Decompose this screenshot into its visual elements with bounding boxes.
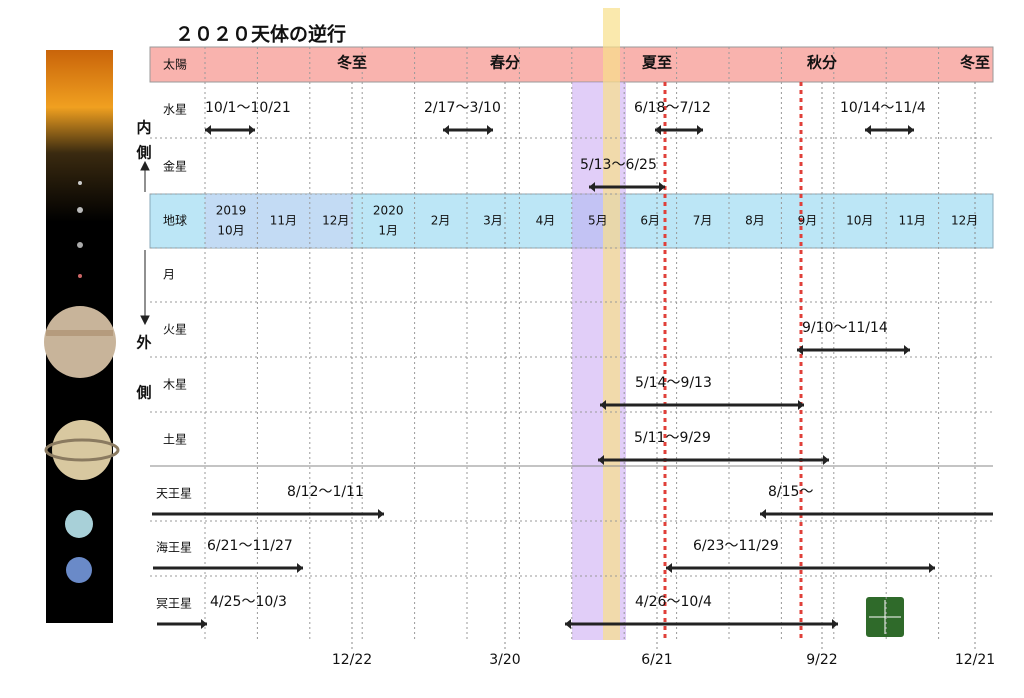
range-label: 6/18〜7/12 — [634, 100, 711, 116]
range-label: 4/25〜10/3 — [210, 594, 287, 610]
axis-label: 12/22 — [332, 652, 372, 668]
month-label: 12月 — [951, 214, 978, 228]
sun-label: 太陽 — [163, 57, 187, 72]
bar-cap — [297, 563, 303, 573]
body-label: 冥王星 — [156, 597, 192, 611]
range-label: 5/14〜9/13 — [635, 375, 712, 391]
month-label: 11月 — [270, 214, 297, 228]
sun-marker: 冬至 — [960, 54, 990, 72]
side-label: 内 — [136, 119, 151, 137]
range-label: 5/11〜9/29 — [634, 430, 711, 446]
axis-label: 3/20 — [489, 652, 520, 668]
side-label: 外 — [135, 334, 151, 352]
body-label: 月 — [163, 268, 175, 282]
sun-marker: 夏至 — [641, 54, 672, 72]
month-label: 10月 — [217, 224, 244, 238]
range-label: 10/1〜10/21 — [205, 100, 291, 116]
body-label: 天王星 — [156, 487, 192, 501]
bar-cap — [487, 125, 493, 135]
body-label: 火星 — [163, 323, 187, 337]
range-label: 5/13〜6/25 — [580, 157, 657, 173]
arrows — [140, 160, 150, 326]
bar-cap — [565, 619, 571, 629]
title: ２０２０天体の逆行 — [175, 23, 346, 46]
sun-marker: 秋分 — [807, 54, 837, 72]
month-label: 1月 — [378, 224, 398, 238]
month-label: 2019 — [216, 204, 247, 218]
month-label: 2月 — [431, 214, 451, 228]
side-label: 側 — [135, 144, 151, 162]
bar-cap — [697, 125, 703, 135]
range-label: 6/21〜11/27 — [207, 538, 293, 554]
month-label: 3月 — [483, 214, 503, 228]
month-label: 7月 — [693, 214, 713, 228]
range-label: 6/23〜11/29 — [693, 538, 779, 554]
body-label: 木星 — [163, 378, 187, 392]
logo-lines — [869, 600, 901, 634]
bar-cap — [378, 509, 384, 519]
bar-cap — [443, 125, 449, 135]
earth-label: 地球 — [163, 214, 187, 228]
bar-cap — [249, 125, 255, 135]
bar-cap — [589, 182, 595, 192]
bar-cap — [865, 125, 871, 135]
body-label: 海王星 — [156, 540, 192, 555]
range-label: 10/14〜11/4 — [840, 100, 926, 116]
body-label: 金星 — [163, 159, 187, 174]
range-label: 8/12〜1/11 — [287, 484, 364, 500]
planet-icons — [44, 181, 120, 583]
axis-label: 12/21 — [955, 652, 995, 668]
sun-marker: 冬至 — [337, 54, 367, 72]
month-label: 9月 — [798, 214, 818, 228]
bar-cap — [201, 619, 207, 629]
range-label: 2/17〜3/10 — [424, 100, 501, 116]
side-label: 側 — [135, 384, 151, 402]
sun-marker: 春分 — [490, 54, 520, 72]
body-label: 水星 — [163, 103, 187, 117]
bar-cap — [908, 125, 914, 135]
range-label: 4/26〜10/4 — [635, 594, 712, 610]
bar-cap — [598, 455, 604, 465]
bar-cap — [205, 125, 211, 135]
earth-highlight — [205, 194, 353, 248]
bar-cap — [823, 455, 829, 465]
bar-cap — [760, 509, 766, 519]
axis-label: 6/21 — [641, 652, 672, 668]
bar-cap — [600, 400, 606, 410]
bar-cap — [659, 182, 665, 192]
bar-cap — [797, 345, 803, 355]
month-label: 6月 — [640, 214, 660, 228]
bar-cap — [904, 345, 910, 355]
month-label: 4月 — [536, 214, 556, 228]
range-label: 9/10〜11/14 — [802, 320, 888, 336]
axis-label: 9/22 — [806, 652, 837, 668]
bar-cap — [929, 563, 935, 573]
month-label: 2020 — [373, 204, 404, 218]
body-label: 土星 — [163, 433, 187, 447]
bar-cap — [655, 125, 661, 135]
yellow-band — [603, 8, 620, 640]
month-label: 12月 — [322, 214, 349, 228]
range-label: 8/15〜 — [768, 484, 813, 500]
month-label: 11月 — [899, 214, 926, 228]
month-label: 5月 — [588, 214, 608, 228]
bar-cap — [666, 563, 672, 573]
bar-cap — [798, 400, 804, 410]
month-label: 8月 — [745, 214, 765, 228]
month-label: 10月 — [846, 214, 873, 228]
bar-cap — [832, 619, 838, 629]
